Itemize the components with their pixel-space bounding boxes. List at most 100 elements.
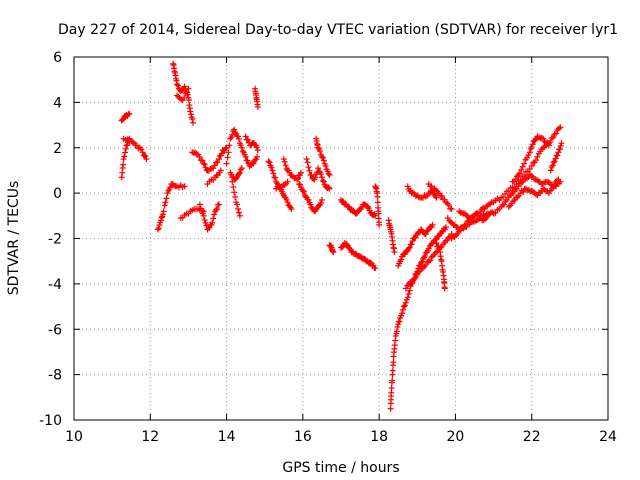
data-point bbox=[553, 130, 560, 137]
data-point bbox=[214, 205, 221, 212]
data-point bbox=[519, 163, 526, 170]
data-point bbox=[252, 156, 259, 163]
data-point bbox=[284, 199, 291, 206]
data-point bbox=[190, 119, 197, 126]
data-point bbox=[544, 139, 551, 146]
data-point bbox=[528, 162, 535, 169]
y-tick-label: -6 bbox=[48, 322, 62, 338]
data-point bbox=[167, 184, 174, 191]
data-point bbox=[200, 212, 207, 219]
data-point bbox=[322, 162, 329, 169]
data-point bbox=[236, 169, 243, 176]
x-tick-label: 20 bbox=[447, 429, 465, 445]
data-point bbox=[318, 196, 325, 203]
data-point bbox=[389, 367, 396, 374]
data-point bbox=[551, 131, 558, 138]
y-tick-label: -10 bbox=[39, 413, 62, 429]
data-point bbox=[159, 211, 166, 218]
data-point bbox=[538, 134, 545, 141]
data-point bbox=[155, 225, 162, 232]
data-point bbox=[320, 178, 327, 185]
data-point bbox=[406, 287, 413, 294]
data-point bbox=[400, 303, 407, 310]
data-point bbox=[244, 157, 251, 164]
data-point bbox=[213, 206, 220, 213]
data-point bbox=[307, 201, 314, 208]
x-tick-label: 22 bbox=[523, 429, 541, 445]
data-point bbox=[215, 156, 222, 163]
data-point bbox=[161, 202, 168, 209]
data-point bbox=[429, 221, 436, 228]
data-point bbox=[526, 149, 533, 156]
data-point bbox=[500, 194, 507, 201]
data-point bbox=[308, 172, 315, 179]
data-point bbox=[126, 110, 133, 117]
data-point bbox=[209, 219, 216, 226]
data-point bbox=[405, 245, 412, 252]
data-point bbox=[238, 144, 245, 151]
data-point bbox=[231, 126, 238, 133]
data-point bbox=[529, 141, 536, 148]
data-point bbox=[433, 240, 440, 247]
data-point bbox=[320, 157, 327, 164]
data-point bbox=[391, 249, 398, 256]
data-point bbox=[202, 219, 209, 226]
data-point bbox=[158, 214, 165, 221]
data-point bbox=[306, 167, 313, 174]
data-point bbox=[315, 144, 322, 151]
data-point bbox=[435, 243, 442, 250]
y-tick-label: -8 bbox=[48, 368, 62, 384]
x-tick-label: 24 bbox=[599, 429, 617, 445]
data-point bbox=[545, 142, 552, 149]
data-point bbox=[265, 158, 272, 165]
data-point bbox=[272, 174, 279, 181]
data-point bbox=[557, 142, 564, 149]
data-point bbox=[421, 253, 428, 260]
data-point bbox=[244, 136, 251, 143]
data-point bbox=[444, 215, 451, 222]
data-point bbox=[388, 385, 395, 392]
data-point bbox=[533, 157, 540, 164]
data-point bbox=[441, 196, 448, 203]
y-tick-label: 4 bbox=[53, 95, 62, 111]
data-point bbox=[398, 256, 405, 263]
data-point bbox=[225, 149, 232, 156]
data-point bbox=[526, 165, 533, 172]
data-point bbox=[188, 111, 195, 118]
data-point bbox=[242, 153, 249, 160]
data-point bbox=[550, 159, 557, 166]
data-point bbox=[445, 202, 452, 209]
x-tick-label: 18 bbox=[370, 429, 388, 445]
data-point bbox=[282, 162, 289, 169]
grid-lines bbox=[74, 57, 608, 420]
data-point bbox=[231, 189, 238, 196]
y-tick-label: -4 bbox=[48, 277, 62, 293]
data-point bbox=[157, 217, 164, 224]
data-point bbox=[318, 174, 325, 181]
data-point bbox=[120, 156, 127, 163]
data-point bbox=[201, 216, 208, 223]
x-tick-label: 14 bbox=[218, 429, 236, 445]
data-point bbox=[551, 158, 558, 165]
data-point bbox=[239, 148, 246, 155]
data-point bbox=[374, 199, 381, 206]
data-point bbox=[193, 150, 200, 157]
data-point bbox=[235, 135, 242, 142]
data-point bbox=[390, 359, 397, 366]
data-point bbox=[163, 195, 170, 202]
data-point bbox=[234, 201, 241, 208]
data-point bbox=[254, 153, 261, 160]
data-point bbox=[376, 221, 383, 228]
data-point bbox=[427, 257, 434, 264]
data-point bbox=[201, 161, 208, 168]
data-point bbox=[196, 201, 203, 208]
data-point bbox=[413, 232, 420, 239]
data-point bbox=[325, 170, 332, 177]
data-point bbox=[122, 145, 129, 152]
data-point bbox=[448, 206, 455, 213]
data-point bbox=[124, 141, 131, 148]
data-point bbox=[281, 181, 288, 188]
data-point bbox=[554, 152, 561, 159]
y-tick-label: 0 bbox=[53, 186, 62, 202]
